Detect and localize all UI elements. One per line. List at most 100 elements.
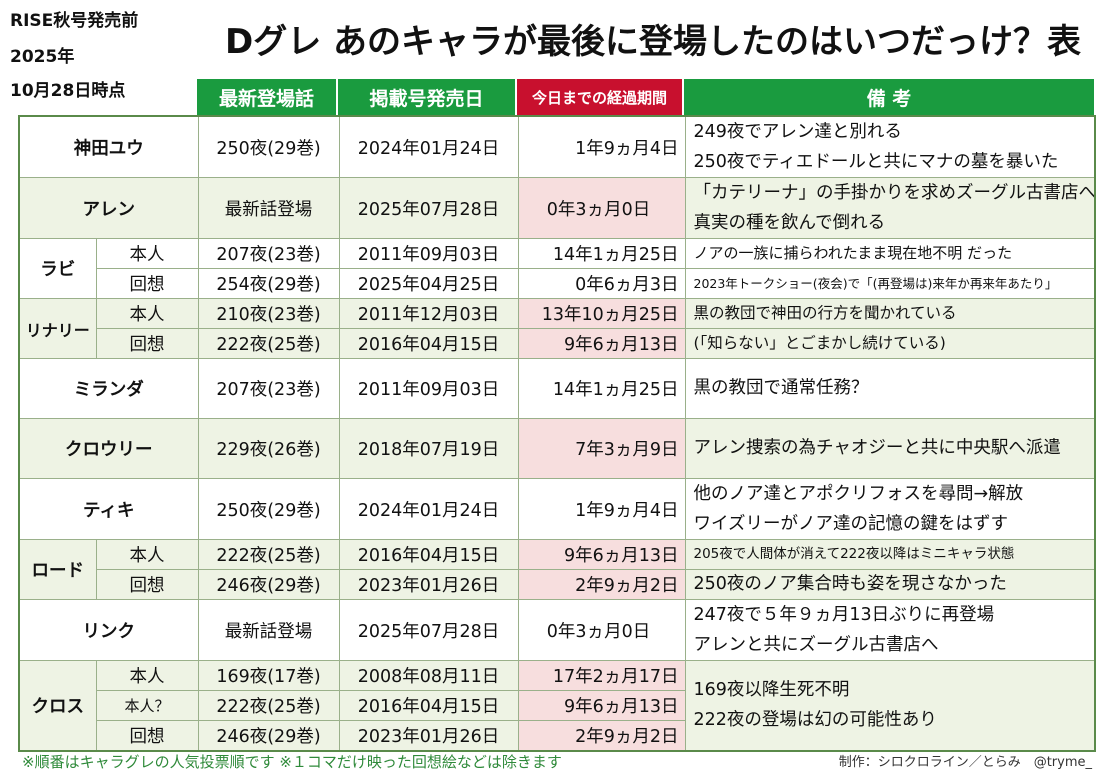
row-note: 「カテリーナ」の手掛かりを求めズーグル古書店へ 真実の種を飲んで倒れる (684, 177, 1096, 239)
note-line: 「カテリーナ」の手掛かりを求めズーグル古書店へ (693, 183, 1095, 203)
row-date: 2011年12月03日 (338, 298, 519, 329)
row-note: ノアの一族に捕らわれたまま現在地不明 だった (684, 238, 1096, 269)
row-elapsed: 1年9ヵ月4日 (517, 478, 686, 540)
header-date: 掲載号発売日 (338, 79, 517, 115)
row-name: ラビ (18, 238, 97, 299)
row-elapsed: 2年9ヵ月2日 (517, 569, 686, 600)
corner-label-3: 10月28日時点 (10, 81, 126, 101)
row-episode: 250夜(29巻) (197, 115, 340, 178)
row-date: 2024年01月24日 (338, 478, 519, 540)
row-sub: 本人？ (95, 690, 199, 721)
table-row: ティキ 250夜(29巻) 2024年01月24日 1年9ヵ月4日 他のノア達と… (18, 478, 1096, 540)
row-name: リンク (18, 599, 199, 661)
row-episode: 254夜(29巻) (197, 268, 340, 299)
note-line: アレンと共にズーグル古書店へ (693, 635, 939, 655)
row-date: 2025年07月28日 (338, 177, 519, 239)
row-elapsed: 9年6ヵ月13日 (517, 539, 686, 570)
row-elapsed: 0年6ヵ月3日 (517, 268, 686, 299)
row-episode: 207夜(23巻) (197, 358, 340, 419)
row-name: 神田ユウ (18, 115, 199, 178)
row-date: 2025年04月25日 (338, 268, 519, 299)
footer-note: ※順番はキャラグレの人気投票順です ※１コマだけ映った回想絵などは除きます (22, 753, 562, 771)
row-episode: 222夜(25巻) (197, 690, 340, 721)
row-elapsed: 0年3ヵ月0日 (517, 177, 686, 239)
row-sub: 回想 (95, 268, 199, 299)
row-note: 247夜で５年９ヵ月13日ぶりに再登場 アレンと共にズーグル古書店へ (684, 599, 1096, 661)
row-sub: 回想 (95, 569, 199, 600)
row-elapsed: 7年3ヵ月9日 (517, 418, 686, 479)
corner-label-2: 2025年 (10, 47, 75, 67)
row-date: 2023年01月26日 (338, 720, 519, 751)
row-episode: 207夜(23巻) (197, 238, 340, 269)
row-name: ロード (18, 539, 97, 600)
note-line: ワイズリーがノア達の記憶の鍵をはずす (693, 514, 1008, 534)
table-row: アレン 最新話登場 2025年07月28日 0年3ヵ月0日 「カテリーナ」の手掛… (18, 177, 1096, 239)
row-elapsed: 1年9ヵ月4日 (517, 115, 686, 178)
row-episode: 169夜(17巻) (197, 660, 340, 691)
table-row: リナリー 本人 210夜(23巻) 2011年12月03日 13年10ヵ月25日… (18, 298, 1096, 359)
note-line: 真実の種を飲んで倒れる (693, 213, 886, 233)
header-notes: 備 考 (684, 79, 1094, 115)
row-elapsed: 9年6ヵ月13日 (517, 690, 686, 721)
row-date: 2016年04月15日 (338, 328, 519, 359)
row-name: ティキ (18, 478, 199, 540)
row-sub: 本人 (95, 660, 199, 691)
table-row: リンク 最新話登場 2025年07月28日 0年3ヵ月0日 247夜で５年９ヵ月… (18, 599, 1096, 661)
row-sub: 回想 (95, 720, 199, 751)
row-name: クロウリー (18, 418, 199, 479)
table-row: 本人？ 222夜(25巻) 2016年04月15日 9年6ヵ月13日 (19, 690, 1095, 721)
row-sub: 本人 (95, 298, 199, 329)
row-elapsed: 0年3ヵ月0日 (517, 599, 686, 661)
note-line: 222夜の登場は幻の可能性あり (693, 710, 937, 731)
row-episode: 250夜(29巻) (197, 478, 340, 540)
note-line: 249夜でアレン達と別れる (693, 122, 902, 142)
row-elapsed: 13年10ヵ月25日 (517, 298, 686, 329)
note-line: 247夜で５年９ヵ月13日ぶりに再登場 (693, 605, 995, 625)
row-note: 他のノア達とアポクリフォスを尋問→解放 ワイズリーがノア達の記憶の鍵をはずす (684, 478, 1096, 540)
table-row: クロス 本人 169夜(17巻) 2008年08月11日 17年2ヵ月17日 1… (18, 660, 1096, 751)
note-line: 他のノア達とアポクリフォスを尋問→解放 (693, 484, 1024, 504)
row-episode: 222夜(25巻) (197, 328, 340, 359)
row-note: 169夜以降生死不明 222夜の登場は幻の可能性あり (684, 660, 1096, 751)
row-episode: 最新話登場 (197, 177, 340, 239)
row-date: 2016年04月15日 (338, 690, 519, 721)
row-episode: 246夜(29巻) (197, 720, 340, 751)
row-elapsed: 17年2ヵ月17日 (517, 660, 686, 691)
row-elapsed: 2年9ヵ月2日 (517, 720, 686, 751)
row-date: 2016年04月15日 (338, 539, 519, 570)
row-episode: 最新話登場 (197, 599, 340, 661)
row-note: 250夜のノア集合時も姿を現さなかった (684, 569, 1096, 600)
character-table: 神田ユウ 250夜(29巻) 2024年01月24日 1年9ヵ月4日 249夜で… (18, 115, 1096, 752)
row-name: リナリー (18, 298, 97, 359)
row-name: アレン (18, 177, 199, 239)
table-row: ロード 本人 222夜(25巻) 2016年04月15日 9年6ヵ月13日 20… (18, 539, 1096, 600)
row-elapsed: 14年1ヵ月25日 (517, 358, 686, 419)
row-date: 2023年01月26日 (338, 569, 519, 600)
row-elapsed: 14年1ヵ月25日 (517, 238, 686, 269)
header-elapsed: 今日までの経過期間 (517, 79, 684, 115)
row-note: アレン捜索の為チャオジーと共に中央駅へ派遣 (684, 418, 1096, 479)
row-sub: 本人 (95, 238, 199, 269)
table-row: 回想 222夜(25巻) 2016年04月15日 9年6ヵ月13日 (「知らない… (19, 328, 1096, 359)
row-episode: 210夜(23巻) (197, 298, 340, 329)
row-episode: 222夜(25巻) (197, 539, 340, 570)
row-note: 黒の教団で通常任務？ (684, 358, 1096, 419)
table-row: 回想 254夜(29巻) 2025年04月25日 0年6ヵ月3日 2023年トー… (19, 268, 1096, 299)
row-note: 2023年トークショー(夜会)で「(再登場は)来年か再来年あたり」 (684, 268, 1096, 299)
row-date: 2025年07月28日 (338, 599, 519, 661)
row-date: 2011年09月03日 (338, 358, 519, 419)
row-date: 2011年09月03日 (338, 238, 519, 269)
row-name: クロス (18, 660, 97, 751)
table-row: クロウリー 229夜(26巻) 2018年07月19日 7年3ヵ月9日 アレン捜… (18, 418, 1096, 479)
row-note: (「知らない」とごまかし続けている) (684, 328, 1096, 359)
row-name: ミランダ (18, 358, 199, 419)
table-row: 回想 246夜(29巻) 2023年01月26日 2年9ヵ月2日 (19, 720, 1095, 751)
row-date: 2024年01月24日 (338, 115, 519, 178)
row-elapsed: 9年6ヵ月13日 (517, 328, 686, 359)
row-date: 2018年07月19日 (338, 418, 519, 479)
table-row: 神田ユウ 250夜(29巻) 2024年01月24日 1年9ヵ月4日 249夜で… (18, 115, 1096, 178)
row-episode: 246夜(29巻) (197, 569, 340, 600)
note-line: 250夜でティエドールと共にマナの墓を暴いた (693, 152, 1059, 172)
row-note: 205夜で人間体が消えて222夜以降はミニキャラ状態 (684, 539, 1096, 570)
row-sub: 本人 (95, 539, 199, 570)
